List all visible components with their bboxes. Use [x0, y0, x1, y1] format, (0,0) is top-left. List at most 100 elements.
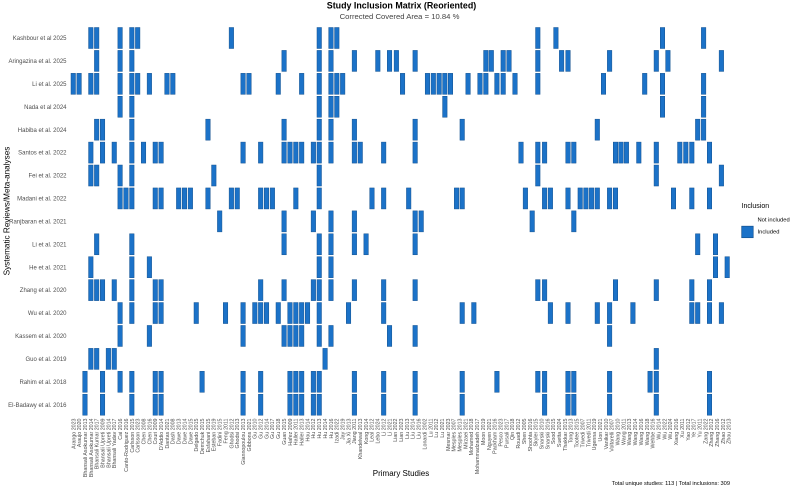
svg-text:Feng 2011: Feng 2011 — [223, 418, 229, 443]
svg-text:Hou 2014: Hou 2014 — [305, 418, 311, 441]
svg-text:Lebo 2024: Lebo 2024 — [376, 418, 382, 443]
svg-text:Mirzaei 2021: Mirzaei 2021 — [463, 418, 469, 448]
svg-text:Gibbons 2021: Gibbons 2021 — [247, 418, 253, 451]
svg-text:Shen 2005: Shen 2005 — [522, 418, 528, 444]
svg-text:Ye 2017: Ye 2017 — [692, 418, 698, 437]
svg-text:Snarski 2010: Snarski 2010 — [539, 418, 545, 449]
svg-text:Pesco 2023: Pesco 2023 — [498, 418, 504, 446]
svg-text:Skyler 2015: Skyler 2015 — [534, 418, 540, 446]
svg-text:Study Inclusion Matrix (Reorie: Study Inclusion Matrix (Reoriented) — [327, 1, 476, 11]
svg-text:Wehbe 2016: Wehbe 2016 — [651, 418, 657, 448]
svg-text:Lian 2023: Lian 2023 — [399, 418, 405, 441]
svg-text:Kashbour et al 2025: Kashbour et al 2025 — [13, 36, 67, 42]
svg-text:Hafez 2009: Hafez 2009 — [288, 418, 294, 445]
svg-text:Trivedi 2007: Trivedi 2007 — [580, 418, 586, 447]
svg-text:Li 2021: Li 2021 — [387, 418, 393, 435]
svg-text:Khandelwal 2013: Khandelwal 2013 — [358, 418, 364, 459]
svg-text:Vanikar 2010: Vanikar 2010 — [604, 418, 610, 449]
svg-text:Wang 2013: Wang 2013 — [627, 418, 633, 445]
svg-text:Ugenna 2019: Ugenna 2019 — [592, 418, 598, 450]
svg-text:Systematic Reviews/Meta-analys: Systematic Reviews/Meta-analyses — [3, 147, 12, 276]
svg-text:Gu 2014: Gu 2014 — [264, 418, 270, 438]
svg-text:Ranjbaran et al. 2021: Ranjbaran et al. 2021 — [9, 219, 67, 225]
svg-text:Mesples 2013: Mesples 2013 — [458, 418, 464, 451]
svg-text:Moon 2019: Moon 2019 — [481, 418, 487, 445]
svg-text:Bhansali Upreti 2014: Bhansali Upreti 2014 — [106, 418, 112, 467]
svg-text:Guan 2015: Guan 2015 — [282, 418, 288, 444]
svg-text:Gu 2010: Gu 2010 — [253, 418, 259, 438]
svg-text:Liu 2016: Liu 2016 — [417, 418, 423, 438]
svg-text:Wang 2010: Wang 2010 — [616, 418, 622, 445]
svg-text:Fadini 2015: Fadini 2015 — [218, 418, 224, 446]
svg-text:Kong 2014: Kong 2014 — [364, 418, 370, 444]
svg-text:Mohamed 2018: Mohamed 2018 — [469, 418, 475, 455]
svg-text:Zhang 2016: Zhang 2016 — [715, 418, 721, 446]
svg-text:Wang 2014: Wang 2014 — [633, 418, 639, 445]
svg-text:Lonardi 2002: Lonardi 2002 — [422, 418, 428, 449]
svg-text:Zhang et al. 2020: Zhang et al. 2020 — [20, 288, 67, 294]
svg-text:Bhansali Asokumar 2013: Bhansali Asokumar 2013 — [83, 418, 89, 477]
svg-text:Snarski 2016: Snarski 2016 — [545, 418, 551, 449]
svg-text:D'Addio 2014: D'Addio 2014 — [159, 418, 165, 450]
svg-text:Ghodsi 2013: Ghodsi 2013 — [235, 418, 241, 448]
svg-text:Dave 2013: Dave 2013 — [177, 418, 183, 444]
svg-text:Included: Included — [758, 230, 780, 236]
svg-text:Inclusion: Inclusion — [742, 203, 770, 210]
svg-text:Lu 2011: Lu 2011 — [428, 418, 434, 437]
svg-text:Li et al. 2025: Li et al. 2025 — [32, 82, 67, 88]
svg-text:Wang 2011: Wang 2011 — [621, 418, 627, 445]
svg-text:Gu 2018: Gu 2018 — [276, 418, 282, 438]
svg-text:Chen 2008: Chen 2008 — [141, 418, 147, 444]
svg-text:Giannopoulou 2013: Giannopoulou 2013 — [241, 418, 247, 464]
svg-text:Voltarelli 2007: Voltarelli 2007 — [610, 418, 616, 451]
svg-text:Arango 2023: Arango 2023 — [71, 418, 77, 448]
svg-text:Li et al. 2021: Li et al. 2021 — [32, 242, 67, 248]
svg-text:Hu 2013: Hu 2013 — [317, 418, 323, 438]
svg-text:Rahim et al. 2018: Rahim et al. 2018 — [19, 380, 67, 386]
svg-text:Leal 2012: Leal 2012 — [370, 418, 376, 441]
svg-text:Nada et al 2024: Nada et al 2024 — [24, 105, 67, 111]
svg-text:Xu 2011: Xu 2011 — [680, 418, 686, 437]
svg-text:Dave 2014: Dave 2014 — [182, 418, 188, 444]
svg-text:Lian 2022: Lian 2022 — [393, 418, 399, 441]
svg-text:Habiba et al. 2024: Habiba et al. 2024 — [18, 128, 67, 134]
svg-text:Xiang 2016: Xiang 2016 — [674, 418, 680, 445]
svg-text:Mesmar 2023: Mesmar 2023 — [446, 418, 452, 450]
svg-text:Bhansali Upreti 2009: Bhansali Upreti 2009 — [101, 418, 107, 467]
svg-text:Hu 2014: Hu 2014 — [323, 418, 329, 438]
svg-text:Zhou 2013: Zhou 2013 — [727, 418, 733, 443]
svg-text:Jay 2019: Jay 2019 — [340, 418, 346, 440]
svg-text:Pursali 2017: Pursali 2017 — [504, 418, 510, 447]
svg-text:Yu 2011: Yu 2011 — [697, 418, 703, 437]
svg-text:Delgado 2015: Delgado 2015 — [194, 418, 200, 451]
svg-text:Trivedi 2011: Trivedi 2011 — [586, 418, 592, 447]
svg-text:Mohammadzadeh 2017: Mohammadzadeh 2017 — [475, 418, 481, 474]
svg-text:Guo et al. 2019: Guo et al. 2019 — [25, 357, 67, 363]
svg-text:Ghodsi 2012: Ghodsi 2012 — [229, 418, 235, 448]
svg-text:Gu 2017: Gu 2017 — [270, 418, 276, 438]
svg-text:Primary Studies: Primary Studies — [373, 469, 429, 478]
svg-text:Suetta 2024: Suetta 2024 — [557, 418, 563, 447]
svg-text:Liu 2014: Liu 2014 — [411, 418, 417, 438]
svg-text:Esteban 2019: Esteban 2019 — [212, 418, 218, 451]
svg-text:Hu 2016: Hu 2016 — [329, 418, 335, 438]
svg-text:Packham 2016: Packham 2016 — [493, 418, 499, 453]
svg-text:Gu 2012: Gu 2012 — [259, 418, 265, 438]
svg-text:Dash 2008: Dash 2008 — [171, 418, 177, 444]
svg-text:Li 2012: Li 2012 — [381, 418, 387, 435]
svg-text:Wang 2016: Wang 2016 — [639, 418, 645, 445]
svg-text:Carlsson 2015: Carlsson 2015 — [130, 418, 136, 452]
svg-text:Haller 2011: Haller 2011 — [294, 418, 300, 445]
svg-text:Nguyen 2021: Nguyen 2021 — [487, 418, 493, 450]
svg-text:Qin 2018: Qin 2018 — [510, 418, 516, 440]
svg-text:Cai 2016: Cai 2016 — [118, 418, 124, 439]
svg-text:Izadi 2022: Izadi 2022 — [335, 418, 341, 442]
svg-text:Chen 2016: Chen 2016 — [147, 418, 153, 444]
svg-text:Aringazina et al. 2025: Aringazina et al. 2025 — [8, 59, 67, 65]
svg-text:Esfahani 2015: Esfahani 2015 — [206, 418, 212, 452]
svg-text:Rouadi 2012: Rouadi 2012 — [516, 418, 522, 448]
svg-text:Liu 2013: Liu 2013 — [405, 418, 411, 438]
svg-text:Wu 2022: Wu 2022 — [662, 418, 668, 439]
svg-text:Hu 2012: Hu 2012 — [311, 418, 317, 438]
svg-text:Demchuk 2015: Demchuk 2015 — [200, 418, 206, 454]
